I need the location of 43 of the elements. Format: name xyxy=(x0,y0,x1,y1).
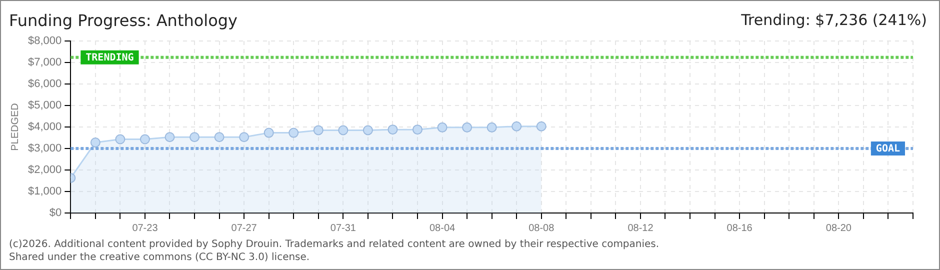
ref-line-label: GOAL xyxy=(876,144,900,155)
ref-line-label: TRENDING xyxy=(86,52,134,64)
point xyxy=(412,124,422,135)
point xyxy=(486,122,497,132)
text: Trending: $7,236 (241%) xyxy=(741,11,927,29)
x-tick-label: 08-08 xyxy=(528,222,555,234)
point xyxy=(140,134,150,144)
point xyxy=(338,125,348,136)
y-tick-label: $8,000 xyxy=(28,35,62,48)
point xyxy=(388,124,398,135)
text: Shared under the creative commons (CC BY-NC 3.0) license. xyxy=(9,252,310,263)
point xyxy=(362,125,373,136)
y-tick-label: $0 xyxy=(49,207,62,220)
y-tick-label: $6,000 xyxy=(28,78,62,90)
x-tick-label: 08-20 xyxy=(826,222,852,234)
point xyxy=(190,132,200,142)
y-tick-label: $4,000 xyxy=(28,121,62,134)
x-tick-label: 07-31 xyxy=(330,222,356,234)
x-tick-label: 08-04 xyxy=(429,222,456,234)
point xyxy=(313,125,324,136)
y-tick-label: $7,000 xyxy=(28,56,62,69)
point xyxy=(512,121,522,132)
y-tick-label: $2,000 xyxy=(28,164,62,176)
point xyxy=(437,122,448,132)
point xyxy=(264,128,274,138)
y-axis-title: PLEDGED xyxy=(10,103,21,151)
point xyxy=(90,137,100,148)
point xyxy=(214,132,224,142)
y-tick-label: $5,000 xyxy=(28,100,62,112)
point xyxy=(164,132,175,142)
chart-title: Funding Progress: Anthology xyxy=(9,11,238,30)
y-tick-label: $1,000 xyxy=(28,186,62,198)
x-tick-label: 08-12 xyxy=(628,222,654,234)
point xyxy=(288,128,299,138)
text: (c)2026. Additional content provided by Sophy Drouin. Trademarks and related content are owned by their respective companies. xyxy=(9,239,660,250)
point xyxy=(462,122,472,132)
point xyxy=(536,121,546,132)
x-tick-label: 07-27 xyxy=(231,222,258,234)
x-tick-label: 08-16 xyxy=(726,222,753,234)
y-tick-label: $3,000 xyxy=(28,142,62,155)
x-tick-label: 07-23 xyxy=(132,222,158,234)
point xyxy=(115,134,126,144)
point xyxy=(239,132,250,142)
